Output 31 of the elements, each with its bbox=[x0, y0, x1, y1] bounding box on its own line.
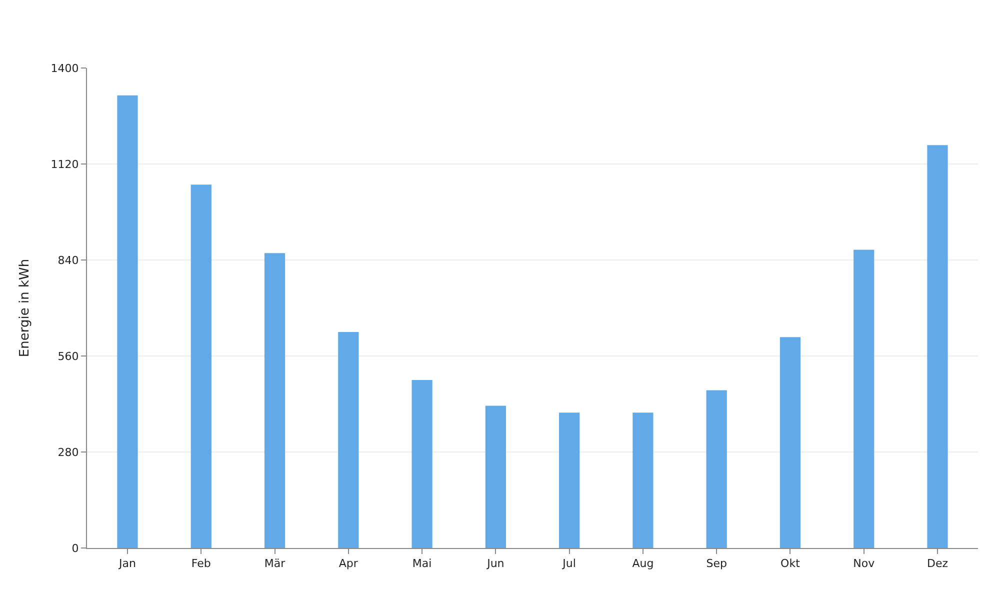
x-tick-label: Apr bbox=[338, 557, 358, 570]
bar bbox=[264, 253, 286, 548]
bar bbox=[117, 95, 138, 548]
y-axis-title: Energie in kWh bbox=[18, 258, 33, 358]
bar bbox=[854, 250, 874, 548]
bar bbox=[485, 406, 506, 548]
bar bbox=[927, 145, 948, 548]
x-tick-label: Nov bbox=[853, 557, 876, 570]
x-tick-label: Jan bbox=[118, 557, 136, 570]
y-tick-label: 560 bbox=[58, 350, 79, 363]
y-tick-label: 1400 bbox=[50, 62, 79, 75]
bar bbox=[559, 412, 580, 548]
x-tick-label: Dez bbox=[926, 557, 948, 570]
bar bbox=[632, 412, 654, 548]
bar bbox=[190, 184, 212, 548]
x-tick-label: Mai bbox=[412, 557, 432, 570]
y-tick-label: 1120 bbox=[50, 158, 79, 171]
x-tick-label: Okt bbox=[780, 557, 801, 570]
y-tick-label: 280 bbox=[58, 446, 79, 459]
x-tick-label: Aug bbox=[632, 557, 654, 570]
x-tick-label: Mär bbox=[264, 557, 286, 570]
y-tick-label: 0 bbox=[72, 542, 79, 555]
bar bbox=[412, 380, 432, 548]
bar bbox=[338, 332, 359, 548]
bar bbox=[706, 390, 727, 548]
x-tick-label: Sep bbox=[706, 557, 727, 570]
x-tick-label: Feb bbox=[191, 557, 211, 570]
x-tick-label: Jun bbox=[486, 557, 504, 570]
x-tick-label: Jul bbox=[562, 557, 576, 570]
bar bbox=[780, 337, 801, 548]
y-tick-label: 840 bbox=[58, 254, 79, 267]
